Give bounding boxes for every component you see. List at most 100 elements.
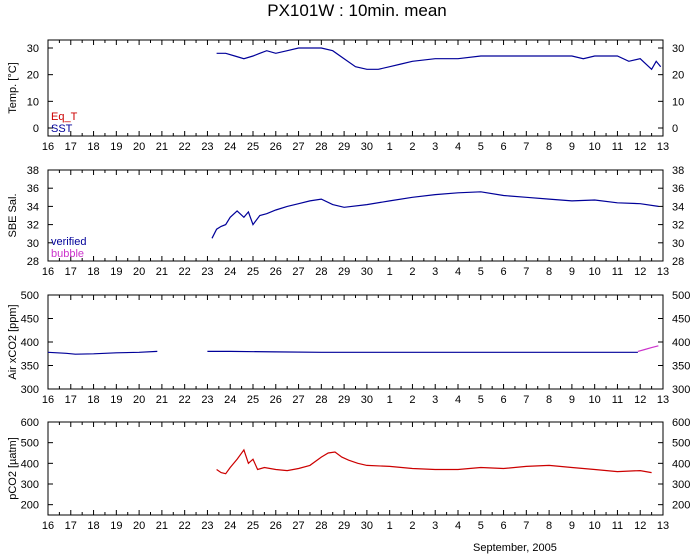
y-tick-label-left: 28 (27, 256, 39, 268)
x-tick-label: 22 (179, 141, 191, 153)
x-tick-label: 27 (292, 520, 304, 532)
y-tick-label-right: 30 (672, 43, 684, 55)
legend-entry: SST (51, 123, 73, 135)
x-tick-label: 18 (87, 141, 99, 153)
x-tick-label: 2 (409, 266, 415, 278)
x-tick-label: 27 (292, 141, 304, 153)
x-tick-label: 20 (133, 394, 145, 406)
x-tick-label: 22 (179, 394, 191, 406)
y-tick-label-left: 0 (33, 123, 39, 135)
y-tick-label-left: 30 (27, 238, 39, 250)
panel-temp: 16 17 18 19 20 21 22 23 24 25 26 27 28 29 30 1 2 3 4 5 6 7 8 9 1… (7, 39, 684, 153)
x-tick-label: 17 (65, 394, 77, 406)
y-tick-label-right: 20 (672, 70, 684, 82)
x-tick-label: 5 (478, 141, 484, 153)
x-tick-label: 24 (224, 520, 236, 532)
y-tick-label-left: 400 (21, 337, 39, 349)
y-tick-label-left: 450 (21, 314, 39, 326)
x-tick-label: 4 (455, 266, 461, 278)
x-tick-label: 20 (133, 520, 145, 532)
series-line-air-xco2 (47, 350, 158, 355)
x-tick-label: 8 (546, 394, 552, 406)
x-tick-label: 3 (432, 141, 438, 153)
x-tick-label: 22 (179, 266, 191, 278)
x-tick-label: 16 (42, 394, 54, 406)
x-tick-label: 13 (657, 394, 669, 406)
x-tick-label: 13 (657, 141, 669, 153)
y-tick-label-left: 20 (27, 70, 39, 82)
x-tick-label: 6 (500, 141, 506, 153)
panel-air: 16 17 18 19 20 21 22 23 24 25 26 27 28 29 30 1 2 3 4 5 6 7 8 9 1… (7, 290, 690, 406)
x-tick-label: 2 (409, 394, 415, 406)
y-tick-label-left: 400 (21, 458, 39, 470)
y-tick-label-left: 34 (27, 201, 39, 213)
x-tick-label: 9 (569, 141, 575, 153)
x-tick-label: 10 (589, 520, 601, 532)
series-line-verified (211, 191, 659, 239)
x-tick-label: 30 (361, 394, 373, 406)
legend-entry: bubble (51, 248, 84, 260)
x-tick-label: 21 (156, 266, 168, 278)
x-tick-label: 4 (455, 520, 461, 532)
x-tick-label: 7 (523, 266, 529, 278)
x-tick-label: 19 (110, 520, 122, 532)
x-tick-label: 30 (361, 520, 373, 532)
x-tick-label: 16 (42, 141, 54, 153)
y-tick-label-left: 600 (21, 417, 39, 429)
y-tick-label-right: 300 (672, 384, 690, 396)
x-tick-label: 10 (589, 394, 601, 406)
x-tick-label: 19 (110, 141, 122, 153)
y-tick-label-left: 500 (21, 290, 39, 302)
y-tick-label-right: 38 (672, 165, 684, 177)
x-tick-label: 25 (247, 520, 259, 532)
x-tick-label: 30 (361, 266, 373, 278)
x-tick-label: 17 (65, 141, 77, 153)
y-tick-label-left: 200 (21, 500, 39, 512)
x-tick-label: 11 (612, 394, 623, 406)
panel-pco2: 16 17 18 19 20 21 22 23 24 25 26 27 28 29 30 1 2 3 4 5 6 7 8 9 1… (7, 417, 690, 532)
x-tick-label: 9 (569, 266, 575, 278)
x-tick-label: 28 (315, 520, 327, 532)
y-tick-label-left: 38 (27, 165, 39, 177)
x-tick-label: 27 (292, 266, 304, 278)
y-tick-label-right: 36 (672, 183, 684, 195)
x-tick-label: 24 (224, 141, 236, 153)
month-labels: September, 2005October, 2005 (473, 542, 557, 554)
x-tick-label: 29 (338, 141, 350, 153)
x-tick-label: 13 (657, 520, 669, 532)
x-tick-label: 21 (156, 141, 168, 153)
y-tick-label-right: 30 (672, 238, 684, 250)
series-line-bubble (637, 345, 659, 352)
x-tick-label: 7 (523, 520, 529, 532)
x-tick-label: 10 (589, 266, 601, 278)
x-tick-label: 9 (569, 394, 575, 406)
x-tick-label: 18 (87, 394, 99, 406)
x-tick-label: 2 (409, 520, 415, 532)
x-tick-label: 25 (247, 394, 259, 406)
month-label: September, 2005 (473, 542, 557, 554)
x-tick-label: 23 (201, 141, 213, 153)
x-tick-label: 2 (409, 141, 415, 153)
x-tick-label: 11 (612, 141, 623, 153)
x-tick-label: 26 (270, 520, 282, 532)
x-tick-label: 29 (338, 520, 350, 532)
x-tick-label: 6 (500, 394, 506, 406)
x-tick-label: 8 (546, 520, 552, 532)
y-tick-label-left: 300 (21, 479, 39, 491)
y-axis-label: Air xCO2 [ppm] (7, 304, 19, 379)
chart-title: PX101W : 10min. mean (267, 1, 447, 20)
y-tick-label-right: 500 (672, 290, 690, 302)
y-tick-label-right: 200 (672, 500, 690, 512)
y-tick-label-right: 400 (672, 458, 690, 470)
y-tick-label-right: 300 (672, 479, 690, 491)
panel-frame (47, 421, 664, 516)
x-tick-label: 28 (315, 266, 327, 278)
x-tick-label: 26 (270, 141, 282, 153)
y-tick-label-right: 500 (672, 438, 690, 450)
x-tick-label: 16 (42, 266, 54, 278)
x-tick-label: 23 (201, 520, 213, 532)
x-tick-label: 12 (634, 266, 646, 278)
x-tick-label: 21 (156, 520, 168, 532)
